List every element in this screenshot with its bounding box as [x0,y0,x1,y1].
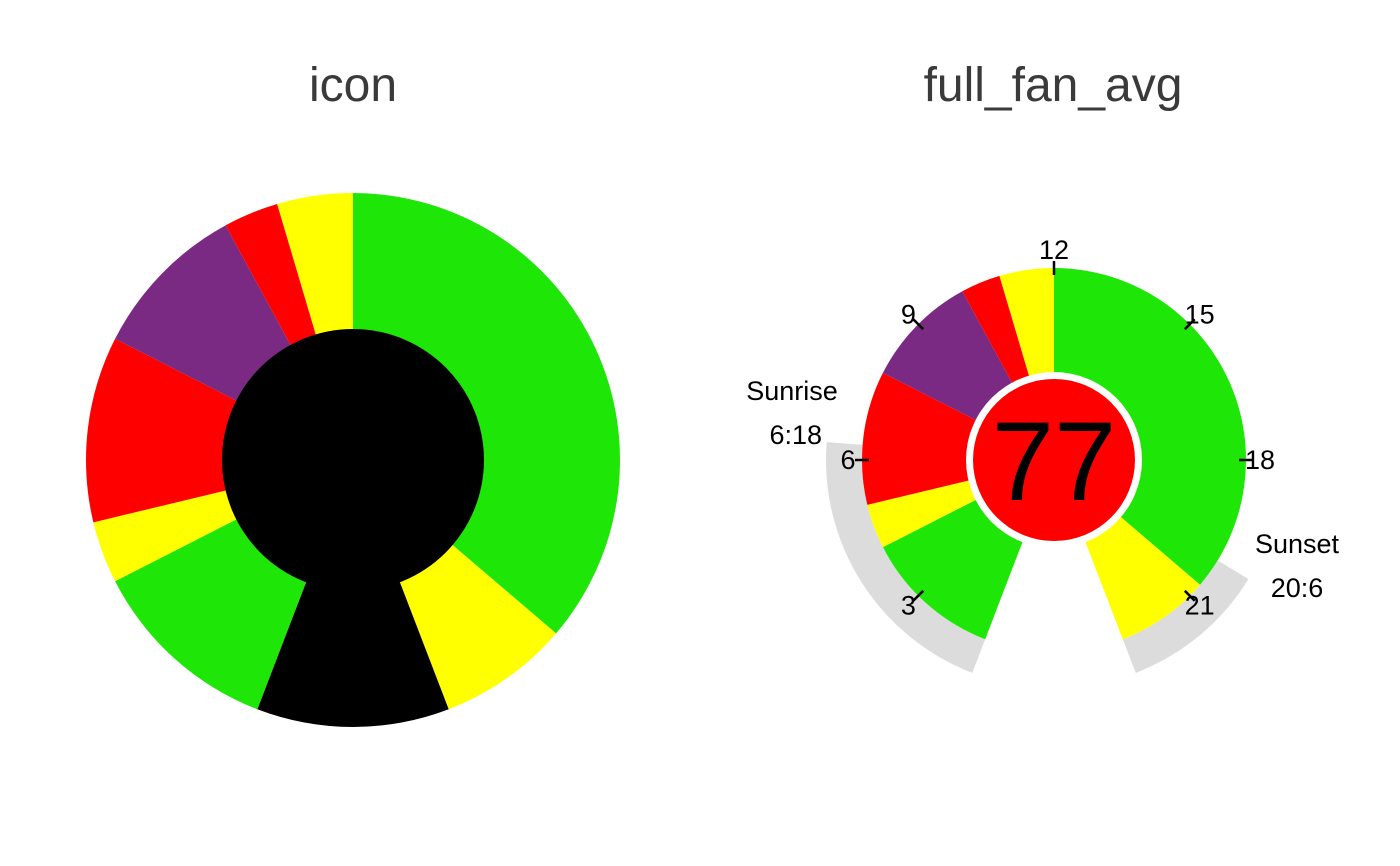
fan-slice-4 [862,372,986,505]
icon-clock-chart [86,193,620,728]
fan-slice-5 [882,291,1018,426]
full-fan-avg-clock-chart: 3 6 9 12 15 18 21 77 Sunrise 6:18 Sunset 20:6 [746,235,1340,673]
icon-slice-5 [86,338,354,523]
center-disc [973,379,1135,541]
hour-tick-mark-21 [1183,589,1196,602]
hour-tick-label-18: 18 [1245,445,1275,475]
hour-tick-mark-3 [912,589,925,602]
fan-slice-0 [1054,268,1247,585]
sunrise-label: Sunrise [746,376,838,406]
night-band [826,442,1249,673]
icon-slice-0 [353,193,620,634]
night-band-segment-0 [1122,560,1249,673]
hour-tick-label-21: 21 [1185,591,1215,621]
fan-slice-2 [882,494,1027,640]
fan-slice-1 [1081,510,1200,640]
hour-tick-label-12: 12 [1039,235,1069,265]
hour-tick-label-3: 3 [901,591,916,621]
right-chart-title: full_fan_avg [923,59,1183,112]
center-value: 77 [992,399,1117,524]
fan-slice-6 [962,275,1033,393]
fan-slice-7 [999,268,1054,387]
left-chart-title: icon [308,59,398,112]
hour-tick-mark-15 [1183,318,1196,331]
hour-tick-label-6: 6 [840,445,855,475]
fan-slices [862,268,1247,640]
hour-tick-label-9: 9 [901,299,916,329]
hour-ticks: 3 6 9 12 15 18 21 [840,235,1275,621]
center-badge: 77 [966,372,1142,548]
sunset-time: 20:6 [1271,573,1324,603]
fan-slice-3 [867,477,986,548]
icon-center-disc [222,329,484,591]
sunset-label: Sunset [1255,529,1340,559]
night-band-segment-1 [826,442,986,673]
icon-slice-2 [257,460,449,728]
sunrise-time: 6:18 [769,420,822,450]
hour-tick-mark-9 [912,318,925,331]
hour-tick-label-15: 15 [1185,299,1215,329]
